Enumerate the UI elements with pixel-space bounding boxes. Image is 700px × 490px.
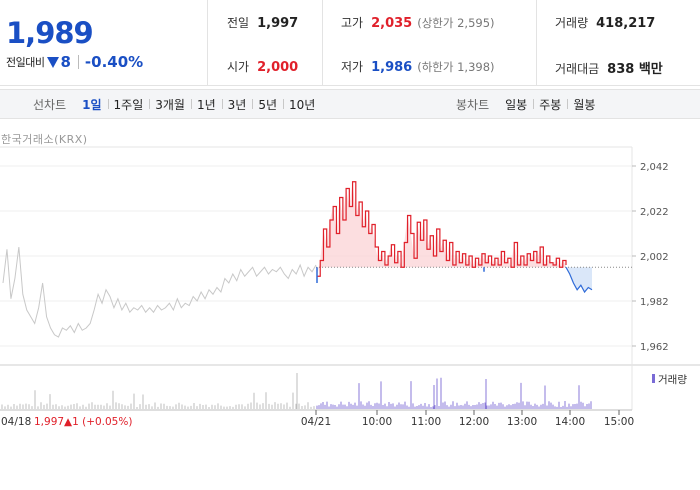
- stat-value: 2,000: [257, 60, 299, 75]
- line-chart-title: 선차트: [33, 97, 67, 112]
- change-percent: -0.40%: [84, 53, 144, 71]
- divider: [77, 55, 79, 69]
- y-tick-label: 2,002: [640, 252, 669, 263]
- stat-label: 전일: [227, 16, 250, 30]
- period-tab[interactable]: 1년: [190, 96, 222, 113]
- stat-open: 시가 2,000: [227, 58, 298, 75]
- stat-volume: 거래량 418,217: [555, 14, 655, 31]
- period-tab[interactable]: 3개월: [149, 96, 191, 113]
- candle-period-tab[interactable]: 일봉: [505, 97, 528, 112]
- prev-day-close: 1,997: [34, 416, 64, 428]
- stat-label: 고가: [341, 16, 364, 30]
- stat-label: 시가: [227, 60, 250, 74]
- stat-label: 거래대금: [555, 62, 600, 76]
- stat-label: 거래량: [555, 16, 589, 30]
- period-tab[interactable]: 10년: [283, 96, 321, 113]
- stat-high: 고가 2,035 (상한가 2,595): [341, 14, 495, 31]
- stat-turnover: 거래대금 838 백만: [555, 58, 663, 77]
- volume-legend-swatch: [652, 374, 655, 383]
- stat-value: 838 백만: [607, 62, 663, 77]
- x-tick-label: 13:00: [507, 416, 537, 428]
- today-down-line: [565, 266, 593, 294]
- current-price: 1,989: [6, 16, 94, 50]
- upper-limit: (상한가 2,595): [417, 16, 495, 30]
- price-header: 1,989 전일대비 8 -0.40% 전일 1,997 시가 2,000 고가…: [0, 0, 700, 86]
- period-tab[interactable]: 1주일: [107, 96, 150, 113]
- x-tick-label: 12:00: [459, 416, 489, 428]
- stat-value: 2,035: [371, 16, 413, 31]
- candle-chart-title: 봉차트: [456, 97, 490, 112]
- stat-prev-close: 전일 1,997: [227, 14, 298, 31]
- lower-limit: (하한가 1,398): [417, 60, 495, 74]
- stat-value: 418,217: [596, 16, 656, 31]
- down-triangle-icon: [47, 56, 60, 68]
- y-tick-label: 1,962: [640, 342, 669, 353]
- stats-col-high-low: 고가 2,035 (상한가 2,595) 저가 1,986 (하한가 1,398…: [323, 0, 537, 86]
- prev-day-change: ▲1 (+0.05%): [64, 416, 132, 428]
- change-value: 8: [60, 53, 71, 71]
- stat-label: 저가: [341, 60, 364, 74]
- price-change-row: 전일대비 8 -0.40%: [6, 53, 143, 71]
- prev-day-date: 04/18: [1, 416, 31, 428]
- volume-bars: [1, 373, 592, 409]
- y-tick-label: 2,042: [640, 162, 669, 173]
- x-tick-label: 10:00: [362, 416, 392, 428]
- x-tick-label: 15:00: [604, 416, 634, 428]
- stats-panel: 전일 1,997 시가 2,000 고가 2,035 (상한가 2,595) 저…: [209, 0, 700, 86]
- candle-chart-periods: 봉차트 일봉 주봉 월봉: [456, 90, 601, 118]
- candle-period-tab[interactable]: 주봉: [533, 96, 567, 113]
- stats-col-volume: 거래량 418,217 거래대금 838 백만: [537, 0, 700, 86]
- y-tick-label: 2,022: [640, 207, 669, 218]
- period-tab[interactable]: 5년: [252, 96, 283, 113]
- down-area-fill: [566, 267, 592, 292]
- period-tab[interactable]: 1일: [82, 97, 102, 112]
- x-tick-label: 11:00: [411, 416, 441, 428]
- area-fill: [317, 181, 592, 292]
- up-area-fill: [317, 181, 566, 277]
- chart-period-toolbar: 선차트 1일 1주일 3개월 1년 3년 5년 10년 봉차트 일봉 주봉 월봉: [0, 89, 700, 119]
- stat-low: 저가 1,986 (하한가 1,398): [341, 58, 495, 75]
- x-tick-label: 14:00: [555, 416, 585, 428]
- x-axis-ticks: 04/21 10:00 11:00 12:00 13:00 14:00 15:00: [301, 410, 634, 428]
- volume-legend: 거래량: [652, 374, 687, 386]
- stats-col-prev-open: 전일 1,997 시가 2,000: [209, 0, 323, 86]
- chart-frame: [0, 146, 700, 411]
- line-chart-periods: 선차트 1일 1주일 3개월 1년 3년 5년 10년: [33, 90, 321, 118]
- stat-value: 1,997: [257, 16, 299, 31]
- volume-legend-label: 거래량: [658, 374, 687, 386]
- series-lines: [2, 181, 593, 338]
- exchange-label: 한국거래소(KRX): [1, 133, 88, 146]
- x-tick-label: 04/21: [301, 416, 331, 428]
- today-up-line: [317, 181, 567, 277]
- change-label: 전일대비: [6, 56, 45, 69]
- y-axis-ticks: 2,042 2,022 2,002 1,982 1,962: [632, 162, 669, 353]
- y-tick-label: 1,982: [640, 297, 669, 308]
- prev-day-line: [2, 246, 317, 338]
- current-price-block: 1,989 전일대비 8 -0.40%: [0, 0, 208, 86]
- candle-period-tab[interactable]: 월봉: [567, 96, 601, 113]
- stat-value: 1,986: [371, 60, 413, 75]
- period-tab[interactable]: 3년: [221, 96, 253, 113]
